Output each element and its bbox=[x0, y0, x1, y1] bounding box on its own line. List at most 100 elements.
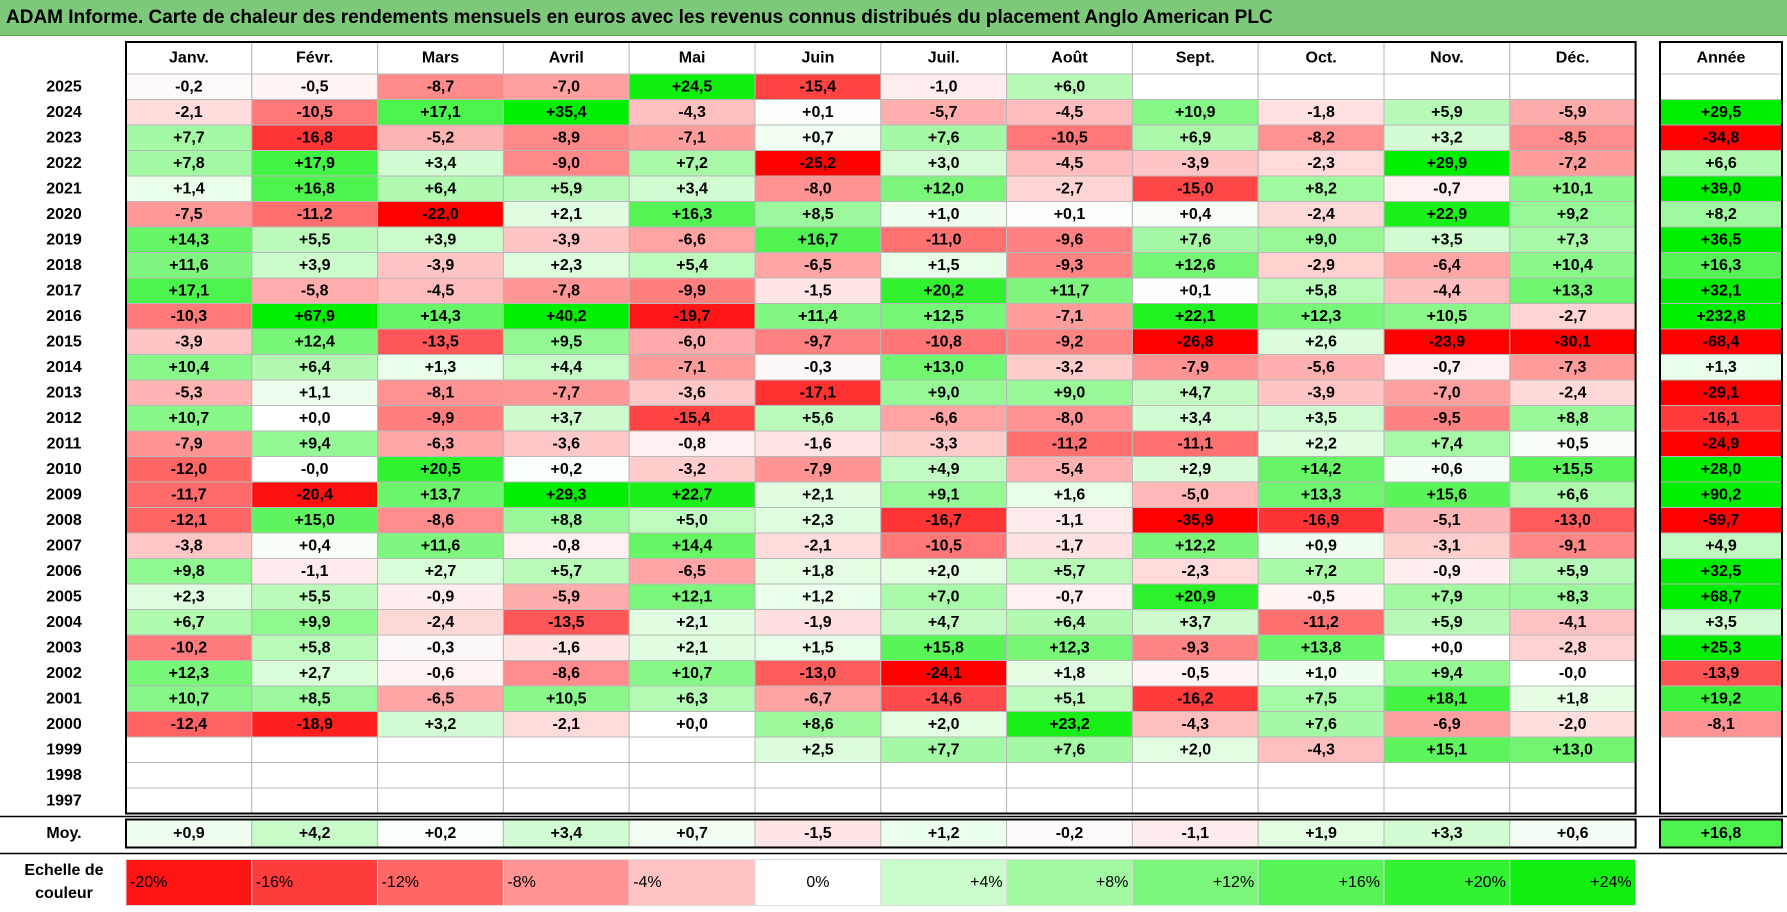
heatmap-cell-value: +1,0 bbox=[928, 206, 960, 223]
heatmap-cell-value: +0,2 bbox=[551, 461, 583, 478]
heatmap-cell-value: +17,1 bbox=[420, 104, 461, 121]
chart-title: ADAM Informe. Carte de chaleur des rende… bbox=[6, 7, 1273, 28]
annual-cell-value: +16,3 bbox=[1701, 257, 1742, 274]
heatmap-cell bbox=[1383, 124, 1511, 151]
heatmap-cell-value: +6,9 bbox=[1180, 129, 1212, 146]
heatmap-cell bbox=[1509, 328, 1637, 355]
heatmap-cell-value: -6,9 bbox=[1433, 716, 1461, 733]
average-cell-value: +1,2 bbox=[928, 825, 960, 842]
scale-swatch bbox=[502, 859, 630, 906]
heatmap-cell-value: -5,2 bbox=[427, 129, 455, 146]
heatmap-cell-value: +1,1 bbox=[299, 384, 331, 401]
heatmap-cell-value: -4,3 bbox=[1307, 741, 1335, 758]
heatmap-cell-value: -10,2 bbox=[171, 639, 208, 656]
heatmap-cell bbox=[125, 99, 253, 126]
heatmap-cell bbox=[251, 481, 379, 508]
heatmap-cell bbox=[125, 736, 253, 763]
heatmap-cell-value: -26,8 bbox=[1177, 333, 1214, 350]
heatmap-cell bbox=[502, 124, 630, 151]
heatmap-cell bbox=[1509, 481, 1637, 508]
annual-cell-value: +29,5 bbox=[1701, 104, 1742, 121]
annual-cell bbox=[1659, 99, 1783, 126]
heatmap-cell bbox=[628, 481, 756, 508]
heatmap-cell bbox=[880, 150, 1008, 177]
heatmap-cell bbox=[1006, 660, 1133, 687]
heatmap-cell-value: +3,2 bbox=[425, 716, 457, 733]
heatmap-cell-value: +12,0 bbox=[923, 180, 964, 197]
annual-cell-value: +19,2 bbox=[1701, 690, 1742, 707]
annual-cell-value: +8,2 bbox=[1705, 206, 1737, 223]
heatmap-cell bbox=[754, 685, 882, 712]
heatmap-cell-value: -4,5 bbox=[1056, 104, 1084, 121]
heatmap-cell-value: -2,4 bbox=[1559, 384, 1587, 401]
annual-cell-value: -59,7 bbox=[1703, 512, 1740, 529]
heatmap-cell-value: -9,2 bbox=[1056, 333, 1084, 350]
annual-cell-value: -24,9 bbox=[1703, 435, 1740, 452]
heatmap-cell-value: +5,8 bbox=[1305, 282, 1337, 299]
heatmap-cell bbox=[628, 354, 756, 381]
heatmap-cell-value: +7,6 bbox=[1305, 716, 1337, 733]
heatmap-cell bbox=[377, 73, 504, 100]
heatmap-cell bbox=[754, 532, 882, 559]
month-header-label: Févr. bbox=[296, 50, 333, 67]
average-cell-value: -0,2 bbox=[1056, 825, 1084, 842]
heatmap-cell bbox=[1131, 787, 1259, 814]
scale-label-line2: couleur bbox=[35, 885, 93, 902]
heatmap-cell-value: +9,0 bbox=[928, 384, 960, 401]
heatmap-cell bbox=[1509, 456, 1637, 483]
row-year-label: 2019 bbox=[46, 231, 82, 248]
heatmap-cell bbox=[628, 736, 756, 763]
heatmap-cell bbox=[1509, 736, 1637, 763]
heatmap-cell-value: -7,3 bbox=[1559, 359, 1587, 376]
heatmap-cell-value: -8,9 bbox=[553, 129, 581, 146]
heatmap-cell-value: -7,2 bbox=[1559, 155, 1587, 172]
row-year-label: 2017 bbox=[46, 282, 82, 299]
heatmap-cell-value: +4,7 bbox=[1180, 384, 1212, 401]
heatmap-cell-value: -7,5 bbox=[175, 206, 203, 223]
heatmap-cell bbox=[1006, 99, 1133, 126]
heatmap-cell-value: +1,5 bbox=[928, 257, 960, 274]
heatmap-cell-value: -24,1 bbox=[925, 665, 962, 682]
heatmap-cell bbox=[1006, 430, 1133, 457]
heatmap-cell bbox=[1131, 201, 1259, 228]
heatmap-cell-value: +5,9 bbox=[1431, 104, 1463, 121]
heatmap-cell-value: +7,3 bbox=[1557, 231, 1589, 248]
heatmap-cell bbox=[377, 226, 504, 253]
annual-cell-value: +68,7 bbox=[1701, 588, 1742, 605]
heatmap-cell bbox=[1509, 558, 1637, 585]
heatmap-cell bbox=[880, 252, 1008, 279]
heatmap-cell-value: -0,7 bbox=[1056, 588, 1084, 605]
heatmap-cell bbox=[1383, 532, 1511, 559]
heatmap-cell bbox=[1383, 481, 1511, 508]
row-year-label: 2008 bbox=[46, 512, 82, 529]
annual-cell-value: +36,5 bbox=[1701, 231, 1742, 248]
heatmap-cell-value: +2,3 bbox=[173, 588, 205, 605]
heatmap-cell-value: +4,7 bbox=[928, 614, 960, 631]
annual-cell bbox=[1659, 201, 1783, 228]
scale-swatch-label: +16% bbox=[1339, 874, 1380, 891]
heatmap-cell-value: +20,5 bbox=[420, 461, 461, 478]
heatmap-cell-value: -9,6 bbox=[1056, 231, 1084, 248]
heatmap-cell-value: +2,3 bbox=[802, 512, 834, 529]
heatmap-cell bbox=[251, 660, 379, 687]
heatmap-cell bbox=[754, 175, 882, 202]
heatmap-cell-value: -4,4 bbox=[1433, 282, 1461, 299]
heatmap-cell-value: -2,0 bbox=[1559, 716, 1587, 733]
heatmap-cell-value: +23,2 bbox=[1049, 716, 1090, 733]
heatmap-cell-value: -3,1 bbox=[1433, 537, 1461, 554]
annual-cell bbox=[1659, 252, 1783, 279]
heatmap-cell-value: -9,7 bbox=[804, 333, 832, 350]
heatmap-cell bbox=[251, 73, 379, 100]
heatmap-cell-value: -7,1 bbox=[1056, 308, 1084, 325]
average-cell bbox=[880, 819, 1008, 848]
row-year-label: 2011 bbox=[47, 435, 82, 452]
heatmap-cell bbox=[1131, 277, 1259, 304]
heatmap-cell bbox=[502, 558, 630, 585]
annual-cell-value: -8,1 bbox=[1707, 716, 1735, 733]
heatmap-cell-value: +12,3 bbox=[1301, 308, 1342, 325]
heatmap-cell-value: +0,0 bbox=[299, 410, 331, 427]
scale-swatch-label: +4% bbox=[970, 874, 1002, 891]
heatmap-cell bbox=[251, 736, 379, 763]
heatmap-cell-value: +17,1 bbox=[169, 282, 210, 299]
